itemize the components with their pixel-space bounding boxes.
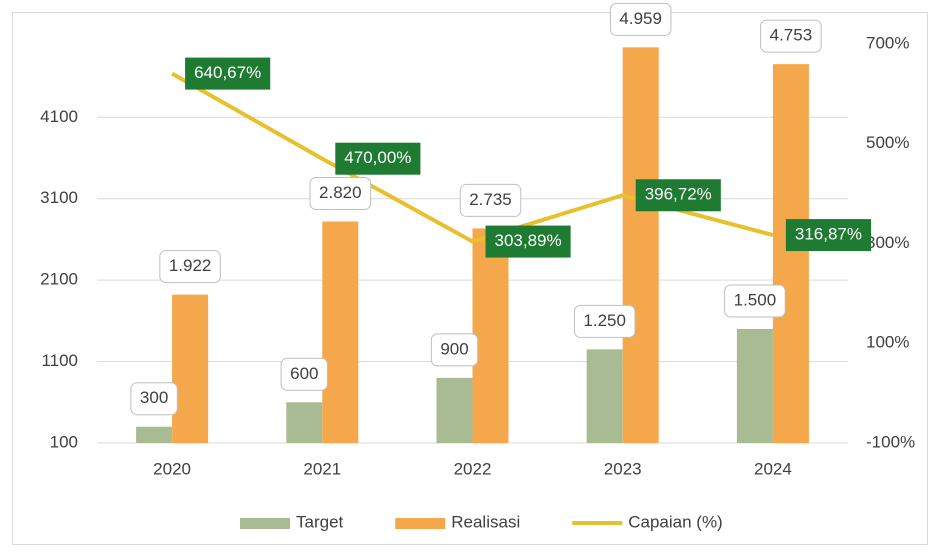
data-label-box [280, 357, 328, 391]
bar [436, 377, 473, 443]
data-label: 316,87% [795, 225, 862, 244]
data-label-box [609, 2, 672, 36]
y2-tick-label: 300% [866, 233, 909, 252]
legend-label: Realisasi [451, 512, 520, 531]
data-label-box [185, 57, 271, 90]
y2-tick-label: 700% [866, 33, 909, 52]
data-label-box [309, 177, 372, 211]
data-label-box [159, 250, 221, 284]
data-label: 4.959 [619, 9, 662, 28]
x-tick-label: 2020 [153, 459, 191, 478]
data-label-box [724, 284, 786, 318]
data-label-box [760, 19, 822, 53]
y-tick-label: 2100 [40, 270, 78, 289]
y-tick-label: 1100 [41, 351, 78, 370]
bar [136, 426, 173, 443]
x-tick-label: 2024 [754, 459, 792, 478]
data-label: 2.820 [319, 183, 362, 202]
bar [172, 294, 209, 443]
data-label: 900 [440, 339, 468, 358]
data-label: 2.735 [469, 190, 512, 209]
legend-swatch [395, 518, 446, 529]
data-label: 1.500 [734, 290, 777, 309]
y2-tick-label: 100% [866, 333, 909, 352]
data-label-box [485, 225, 571, 258]
data-label: 300 [140, 388, 168, 407]
data-label-box [430, 333, 479, 367]
data-label-box [335, 142, 421, 175]
bar [472, 228, 509, 443]
data-label: 303,89% [495, 231, 562, 250]
y-tick-label: 4100 [40, 107, 78, 126]
bar [622, 47, 659, 444]
data-label: 1.922 [169, 256, 212, 275]
data-label-box [785, 219, 872, 252]
x-tick-label: 2021 [303, 459, 341, 478]
bar [772, 64, 809, 443]
data-label: 600 [290, 364, 318, 383]
data-label: 470,00% [344, 148, 411, 167]
data-label: 4.753 [770, 26, 813, 45]
bar [586, 349, 623, 443]
x-tick-label: 2023 [604, 459, 642, 478]
data-label-box [130, 382, 178, 416]
data-label: 640,67% [194, 63, 261, 82]
y-tick-label: 3100 [40, 188, 78, 207]
legend-label: Target [296, 512, 344, 531]
bar [286, 402, 323, 443]
data-label-box [635, 179, 721, 212]
bar [736, 329, 773, 443]
legend-swatch [240, 518, 290, 529]
data-label: 1.250 [583, 311, 626, 330]
y-tick-label: 100 [50, 432, 78, 451]
data-label-box [459, 183, 522, 217]
data-label-box [573, 304, 636, 338]
bar [322, 221, 359, 443]
data-label: 396,72% [645, 185, 712, 204]
y2-tick-label: -100% [866, 432, 915, 451]
x-tick-label: 2022 [454, 459, 492, 478]
y2-tick-label: 500% [866, 133, 909, 152]
legend-label: Capaian (%) [628, 512, 723, 531]
